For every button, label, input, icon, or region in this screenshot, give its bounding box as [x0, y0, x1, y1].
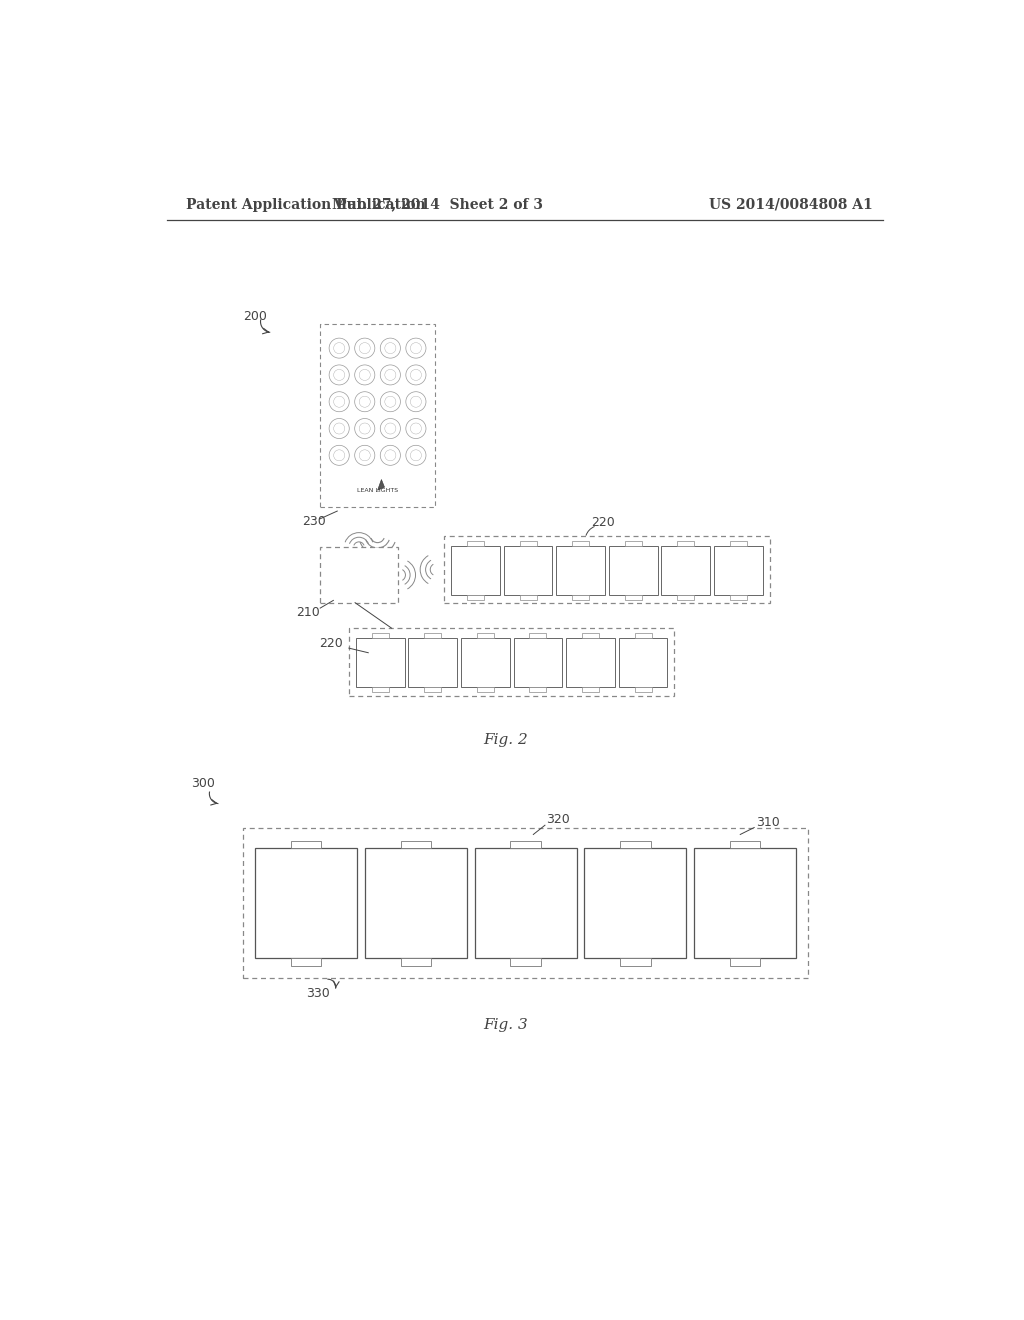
FancyBboxPatch shape [444, 536, 770, 603]
Text: 320: 320 [547, 813, 570, 825]
FancyBboxPatch shape [243, 829, 809, 978]
FancyBboxPatch shape [714, 545, 763, 595]
Text: 310: 310 [756, 816, 779, 829]
FancyBboxPatch shape [635, 634, 651, 638]
FancyBboxPatch shape [477, 688, 494, 692]
FancyBboxPatch shape [620, 841, 650, 849]
FancyBboxPatch shape [566, 638, 614, 688]
FancyBboxPatch shape [349, 628, 675, 696]
FancyBboxPatch shape [625, 595, 642, 599]
Text: US 2014/0084808 A1: US 2014/0084808 A1 [709, 198, 872, 211]
FancyBboxPatch shape [635, 688, 651, 692]
Text: Mar. 27, 2014  Sheet 2 of 3: Mar. 27, 2014 Sheet 2 of 3 [333, 198, 544, 211]
FancyBboxPatch shape [677, 541, 694, 545]
FancyBboxPatch shape [519, 595, 537, 599]
FancyBboxPatch shape [529, 688, 547, 692]
FancyBboxPatch shape [321, 323, 435, 507]
FancyBboxPatch shape [291, 958, 322, 966]
Polygon shape [378, 479, 385, 490]
FancyBboxPatch shape [424, 688, 441, 692]
FancyBboxPatch shape [400, 841, 431, 849]
FancyBboxPatch shape [730, 541, 746, 545]
FancyBboxPatch shape [609, 545, 657, 595]
FancyBboxPatch shape [477, 634, 494, 638]
FancyBboxPatch shape [467, 541, 484, 545]
FancyBboxPatch shape [585, 849, 686, 958]
Text: 300: 300 [191, 777, 215, 791]
FancyBboxPatch shape [474, 849, 577, 958]
FancyBboxPatch shape [424, 634, 441, 638]
FancyBboxPatch shape [372, 634, 389, 638]
Text: LEAN LIGHTS: LEAN LIGHTS [357, 488, 398, 492]
FancyBboxPatch shape [572, 541, 589, 545]
FancyBboxPatch shape [730, 841, 761, 849]
FancyBboxPatch shape [730, 595, 746, 599]
FancyBboxPatch shape [582, 634, 599, 638]
Text: Fig. 3: Fig. 3 [483, 1018, 527, 1032]
FancyBboxPatch shape [529, 634, 547, 638]
FancyBboxPatch shape [372, 688, 389, 692]
FancyBboxPatch shape [291, 841, 322, 849]
FancyBboxPatch shape [321, 548, 397, 603]
FancyBboxPatch shape [625, 541, 642, 545]
FancyBboxPatch shape [620, 958, 650, 966]
Text: Fig. 2: Fig. 2 [483, 733, 527, 747]
FancyBboxPatch shape [519, 541, 537, 545]
FancyBboxPatch shape [514, 638, 562, 688]
FancyBboxPatch shape [510, 958, 541, 966]
FancyBboxPatch shape [365, 849, 467, 958]
Text: 210: 210 [296, 606, 319, 619]
FancyBboxPatch shape [452, 545, 500, 595]
Text: 230: 230 [302, 515, 326, 528]
FancyBboxPatch shape [694, 849, 796, 958]
FancyBboxPatch shape [255, 849, 357, 958]
Text: Patent Application Publication: Patent Application Publication [186, 198, 426, 211]
FancyBboxPatch shape [572, 595, 589, 599]
Text: 220: 220 [591, 516, 614, 529]
FancyBboxPatch shape [356, 638, 404, 688]
FancyBboxPatch shape [409, 638, 457, 688]
FancyBboxPatch shape [504, 545, 552, 595]
FancyBboxPatch shape [582, 688, 599, 692]
FancyBboxPatch shape [400, 958, 431, 966]
FancyBboxPatch shape [461, 638, 510, 688]
FancyBboxPatch shape [677, 595, 694, 599]
Text: 220: 220 [319, 638, 343, 649]
FancyBboxPatch shape [730, 958, 761, 966]
FancyBboxPatch shape [618, 638, 668, 688]
Text: 200: 200 [243, 310, 266, 323]
FancyBboxPatch shape [662, 545, 711, 595]
FancyBboxPatch shape [556, 545, 605, 595]
FancyBboxPatch shape [467, 595, 484, 599]
FancyBboxPatch shape [510, 841, 541, 849]
Text: 330: 330 [306, 987, 330, 1001]
